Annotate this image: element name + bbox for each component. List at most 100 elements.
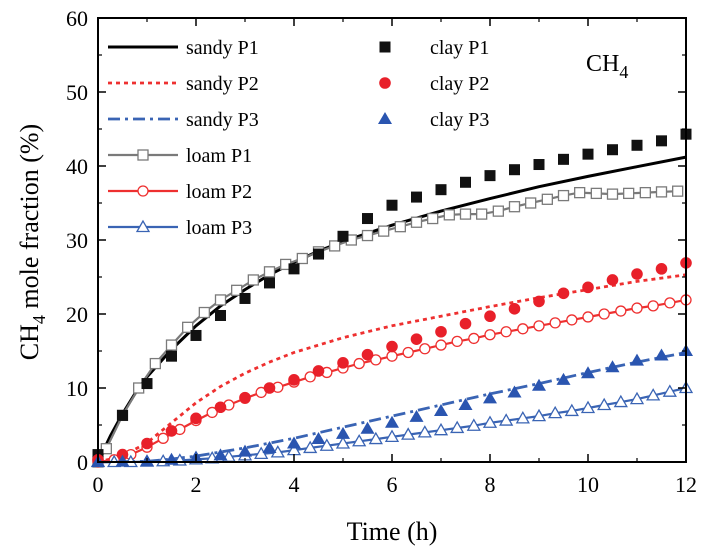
data-point-loam-p1 xyxy=(574,186,586,199)
series-layer xyxy=(90,128,694,468)
data-point-clay-p3 xyxy=(630,353,644,366)
data-point-loam-p2 xyxy=(517,323,529,335)
series-sandy-p2 xyxy=(97,273,687,464)
data-point-clay-p3 xyxy=(287,436,301,449)
data-point-clay-p3 xyxy=(605,360,620,373)
data-point-loam-p2 xyxy=(484,329,496,341)
data-point-clay-p3 xyxy=(409,409,424,422)
data-point-clay-p3 xyxy=(532,378,546,391)
data-point-clay-p1 xyxy=(509,164,520,176)
data-point-clay-p3 xyxy=(483,391,497,404)
data-point-loam-p1 xyxy=(296,252,308,265)
data-point-clay-p2 xyxy=(116,448,129,461)
series-loam-p1 xyxy=(92,185,684,468)
legend-marker-clay-p3 xyxy=(378,112,392,124)
legend-item-clay-p1: clay P1 xyxy=(379,37,489,59)
data-point-clay-p1 xyxy=(337,230,349,242)
x-tick-label: 6 xyxy=(387,472,398,497)
data-point-loam-p3 xyxy=(531,408,547,422)
data-point-clay-p3 xyxy=(336,426,350,439)
x-axis-title: Time (h) xyxy=(347,517,438,546)
data-point-clay-p1 xyxy=(288,263,300,275)
legend-marker-clay-p1 xyxy=(379,41,391,53)
data-point-loam-p1 xyxy=(231,284,243,296)
data-point-loam-p1 xyxy=(655,186,668,198)
data-point-clay-p2 xyxy=(606,274,619,286)
data-point-loam-p1 xyxy=(557,189,570,202)
data-point-loam-p1 xyxy=(214,294,227,306)
data-point-clay-p1 xyxy=(141,378,153,390)
data-point-loam-p1 xyxy=(149,357,161,370)
y-axis-title: CH4 mole fraction (%) xyxy=(15,124,49,360)
legend-item-sandy-p2: sandy P2 xyxy=(108,73,259,95)
data-point-loam-p1 xyxy=(361,229,374,242)
y-tick-label: 20 xyxy=(66,302,88,327)
x-tick-label: 0 xyxy=(93,472,104,497)
data-point-clay-p2 xyxy=(435,325,447,338)
data-point-loam-p3 xyxy=(401,427,416,440)
data-point-clay-p2 xyxy=(410,333,423,345)
data-point-loam-p1 xyxy=(476,208,488,220)
data-point-loam-p1 xyxy=(198,306,210,319)
legend-label-loam-p2: loam P2 xyxy=(186,181,252,203)
x-tick-label: 8 xyxy=(485,472,496,497)
data-point-loam-p1 xyxy=(165,339,178,351)
data-point-clay-p1 xyxy=(582,148,594,160)
data-point-loam-p3 xyxy=(352,433,367,447)
data-point-clay-p2 xyxy=(533,295,545,308)
data-point-loam-p1 xyxy=(590,187,602,200)
data-point-loam-p3 xyxy=(548,405,563,419)
data-point-loam-p1 xyxy=(525,197,537,209)
data-point-loam-p1 xyxy=(672,185,684,197)
legend-item-loam-p2: loam P2 xyxy=(108,181,252,203)
data-point-loam-p1 xyxy=(492,205,504,217)
legend-item-sandy-p1: sandy P1 xyxy=(108,37,259,59)
data-point-loam-p1 xyxy=(329,240,341,252)
data-point-loam-p2 xyxy=(304,371,316,383)
data-point-loam-p2 xyxy=(353,357,365,370)
data-point-loam-p1 xyxy=(639,186,651,199)
data-point-clay-p2 xyxy=(484,310,496,323)
data-point-clay-p3 xyxy=(434,403,448,416)
data-point-clay-p3 xyxy=(213,448,228,461)
legend-label-loam-p3: loam P3 xyxy=(186,217,252,239)
legend-label-clay-p1: clay P1 xyxy=(430,37,489,59)
data-point-loam-p1 xyxy=(182,321,194,333)
x-tick-label: 2 xyxy=(191,472,202,497)
series-sandy-p3 xyxy=(97,351,687,464)
data-point-loam-p1 xyxy=(100,443,112,455)
data-point-loam-p2 xyxy=(468,332,480,345)
data-point-clay-p2 xyxy=(141,437,153,450)
data-point-clay-p2 xyxy=(288,374,300,386)
data-point-loam-p2 xyxy=(206,406,218,419)
data-point-clay-p1 xyxy=(460,176,471,188)
y-tick-label: 0 xyxy=(77,450,88,475)
data-point-loam-p2 xyxy=(647,300,659,312)
data-point-loam-p3 xyxy=(597,397,612,411)
data-point-clay-p3 xyxy=(581,366,595,379)
data-point-loam-p3 xyxy=(384,429,400,442)
data-point-loam-p2 xyxy=(419,343,431,355)
data-point-loam-p2 xyxy=(615,305,627,317)
data-point-clay-p3 xyxy=(458,398,473,411)
data-point-clay-p2 xyxy=(263,382,276,394)
data-point-clay-p1 xyxy=(435,184,447,196)
x-tick-label: 12 xyxy=(675,472,697,497)
legend-label-loam-p1: loam P1 xyxy=(186,145,252,167)
data-point-loam-p2 xyxy=(500,326,512,338)
data-point-loam-p3 xyxy=(319,438,334,451)
data-point-clay-p1 xyxy=(484,170,496,182)
data-point-clay-p3 xyxy=(385,415,399,428)
legend-label-sandy-p3: sandy P3 xyxy=(186,109,259,131)
data-point-clay-p2 xyxy=(655,263,668,275)
data-point-loam-p1 xyxy=(508,201,521,213)
data-point-loam-p2 xyxy=(370,354,382,366)
data-point-loam-p2 xyxy=(549,317,561,329)
data-point-loam-p3 xyxy=(613,394,628,408)
data-point-loam-p3 xyxy=(433,422,449,436)
data-point-loam-p3 xyxy=(368,431,383,445)
data-point-clay-p2 xyxy=(214,401,227,414)
data-point-clay-p1 xyxy=(607,144,618,156)
data-point-loam-p1 xyxy=(394,221,406,233)
